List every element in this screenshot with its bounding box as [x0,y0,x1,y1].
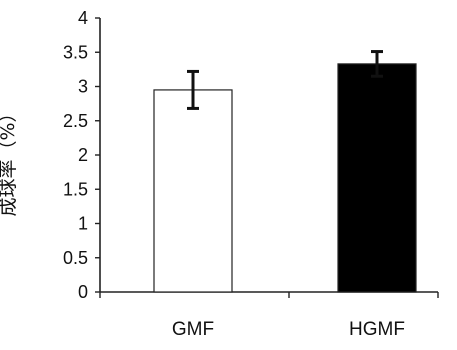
y-tick-label: 4 [78,8,88,28]
y-tick-label: 0.5 [63,248,88,268]
y-tick-label: 3 [78,77,88,97]
x-category-labels: GMF HGMF [172,319,405,340]
y-tick-label: 2.5 [63,111,88,131]
y-tick-label: 1.5 [63,179,88,199]
y-tick-label: 0 [78,282,88,302]
y-tick-labels: 0 0.5 1 1.5 2 2.5 3 3.5 4 [63,8,88,302]
y-axis-title: 成球率（%） [0,103,19,216]
y-tick-label: 2 [78,145,88,165]
bars [153,63,417,293]
y-tick-label: 1 [78,214,88,234]
bar-gmf [153,89,233,293]
error-bars [187,50,383,110]
bar-hgmf [337,63,417,293]
x-category-label: GMF [172,319,214,340]
y-tick-label: 3.5 [63,42,88,62]
x-category-label: HGMF [349,319,405,340]
